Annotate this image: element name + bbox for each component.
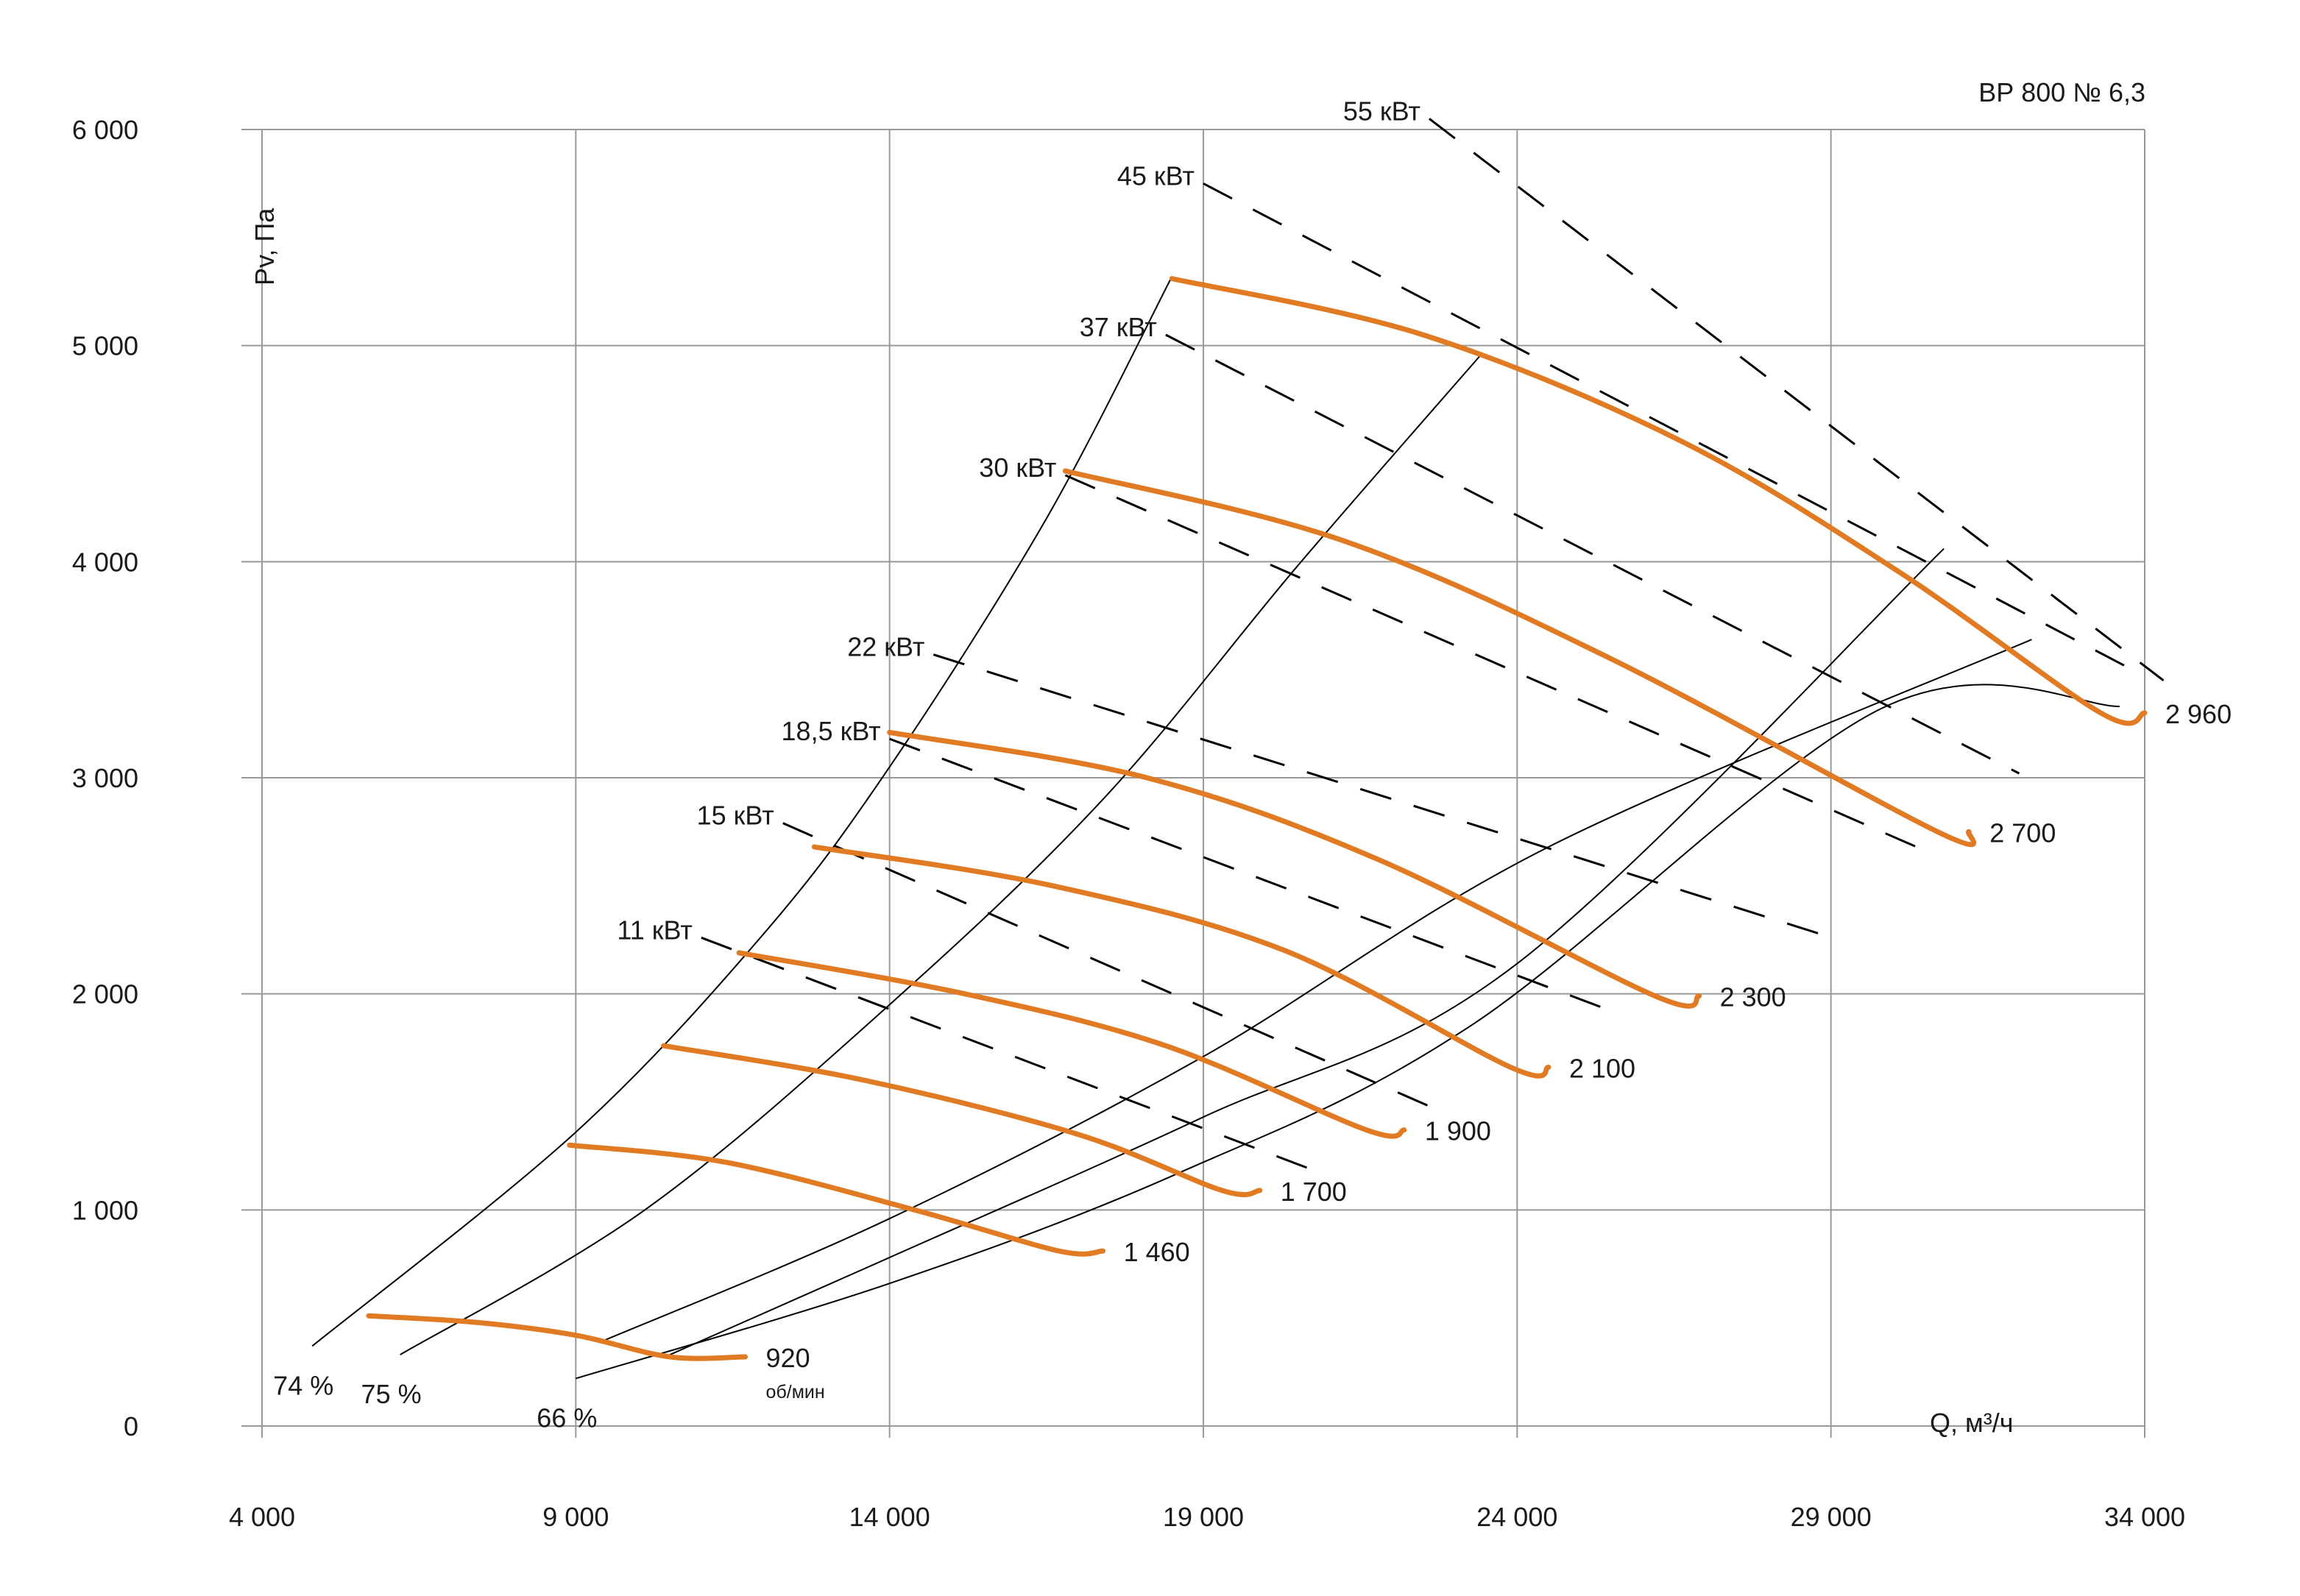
power-line [889,737,1618,1015]
efficiency-line-label: 74 % [273,1370,333,1400]
y-tick-label: 0 [124,1411,138,1441]
x-tick-label: 29 000 [1791,1502,1872,1532]
power-line [1203,182,2145,678]
power-line-label: 22 кВт [847,632,924,662]
power-line-label: 37 кВт [1080,312,1157,342]
speed-curve [811,844,1551,1079]
power-line [701,936,1311,1170]
axis-ticks: 4 000 9 000 14 000 19 000 24 000 29 000 34 000… [72,115,2185,1532]
x-tick-label: 24 000 [1476,1502,1557,1532]
power-line [933,653,1819,934]
power-line-label: 18,5 кВт [782,716,881,746]
x-tick-label: 19 000 [1163,1502,1244,1532]
efficiency-lines [311,276,2120,1380]
y-tick-label: 5 000 [72,331,138,361]
power-line-label: 11 кВт [617,915,692,945]
speed-curve-label: 920 [766,1343,810,1373]
speed-curve-label: 1 900 [1425,1116,1491,1146]
power-line-label: 15 кВт [697,801,774,831]
y-tick-label: 4 000 [72,547,138,577]
efficiency-line [311,276,1173,1347]
speed-curve [661,1043,1263,1198]
efficiency-line [601,639,2032,1343]
speed-curve [1062,468,1977,848]
y-tick-label: 6 000 [72,115,138,145]
speed-curve [1169,276,2148,726]
x-tick-label: 14 000 [849,1502,930,1532]
speed-curve-label: 2 960 [2165,699,2232,729]
efficiency-line-label: 75 % [361,1379,422,1409]
speed-curve-label: 2 100 [1569,1054,1635,1084]
speed-curve-label: 1 460 [1124,1237,1190,1267]
power-line [1429,118,2165,682]
power-line [1064,474,1932,855]
x-tick-label: 34 000 [2104,1502,2185,1532]
speed-curve [887,729,1702,1009]
y-tick-label: 3 000 [72,763,138,793]
power-line-label: 55 кВт [1343,96,1420,126]
speed-curve-label: 2 300 [1720,982,1786,1012]
grid [241,129,2145,1438]
speed-curve [567,1142,1106,1257]
power-lines [701,118,2165,1170]
power-line [782,822,1430,1107]
speed-curve [366,1313,749,1361]
speed-curve-label: 2 700 [1989,817,2056,848]
speed-curve [736,950,1407,1139]
y-tick-label: 1 000 [72,1195,138,1225]
x-tick-label: 4 000 [229,1502,295,1532]
power-line-label: 45 кВт [1117,160,1195,191]
curve-labels: 920 об/мин 1 460 1 700 1 900 2 100 2 300 2 700 2… [273,96,2232,1433]
y-tick-label: 2 000 [72,979,138,1010]
efficiency-line [669,547,1945,1356]
efficiency-line [400,355,1480,1355]
speed-curves [366,276,2148,1361]
power-line-label: 30 кВт [979,453,1056,483]
power-line [1165,333,2020,775]
x-tick-label: 9 000 [542,1502,609,1532]
chart-title: ВР 800 № 6,3 [1978,77,2145,107]
x-axis-label: Q, м³/ч [1930,1408,2014,1438]
speed-unit-label: об/мин [766,1382,825,1402]
efficiency-line [576,684,2120,1380]
speed-curve-label: 1 700 [1281,1177,1347,1207]
y-axis-label: Pv, Па [250,208,280,285]
efficiency-line-label: 66 % [537,1402,597,1433]
